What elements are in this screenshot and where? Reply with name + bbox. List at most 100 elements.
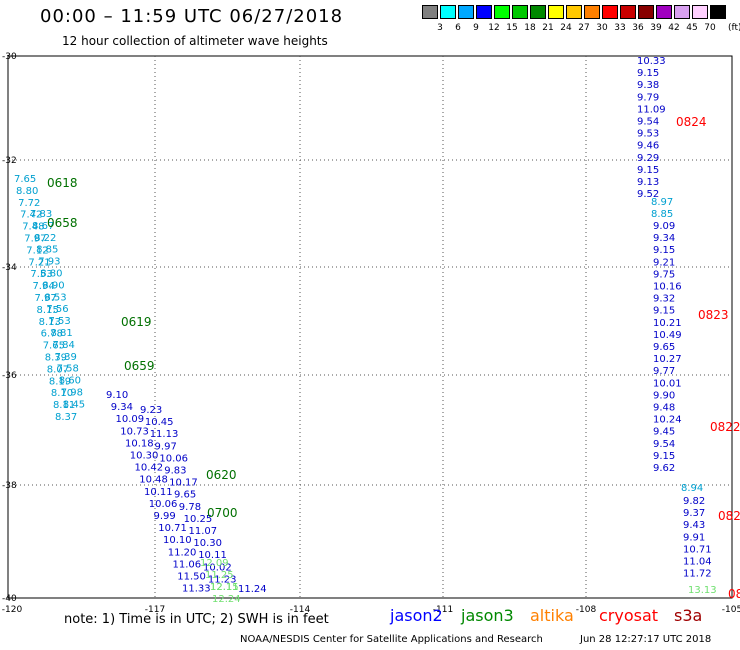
legend-swatch	[656, 5, 672, 19]
swh-value: 9.91	[683, 532, 705, 543]
pass-time-label: 0700	[207, 506, 238, 520]
swh-value: 8.81	[51, 328, 73, 339]
legend-label: 30	[596, 23, 608, 33]
lon-tick-label: -114	[290, 605, 311, 615]
swh-value: 8.37	[55, 412, 77, 423]
swh-value: 9.23	[140, 405, 162, 416]
swh-value: 8.60	[59, 376, 81, 387]
swh-value: 8.94	[681, 483, 703, 494]
swh-value: 10.09	[116, 414, 145, 425]
lat-tick-label: -32	[2, 156, 17, 166]
swh-value: 8.45	[63, 399, 85, 410]
legend-swatch	[512, 5, 528, 19]
swh-value: 9.78	[179, 502, 201, 513]
swh-value: 9.54	[653, 439, 675, 450]
legend-swatch	[692, 5, 708, 19]
swh-value: 9.10	[106, 390, 128, 401]
swh-value: 9.53	[637, 129, 659, 140]
legend-label: 24	[560, 23, 572, 33]
mission-altika: altika	[530, 606, 574, 625]
swh-value: 9.15	[653, 451, 675, 462]
swh-value: 9.46	[637, 141, 659, 152]
legend-swatch	[674, 5, 690, 19]
legend-swatch	[710, 5, 726, 19]
swh-value: 7.48	[22, 222, 44, 233]
legend-label: 70	[704, 23, 716, 33]
swh-value: 9.32	[653, 294, 675, 305]
swh-value: 8.85	[36, 245, 58, 256]
swh-value: 9.52	[637, 189, 659, 200]
swh-value: 8.07	[47, 364, 69, 375]
mission-cryosat: cryosat	[599, 606, 659, 625]
swh-value: 10.48	[139, 475, 168, 486]
legend-swatch	[458, 5, 474, 19]
lat-tick-label: -40	[2, 594, 17, 604]
swh-value: 9.43	[683, 520, 705, 531]
swh-value: 8.15	[37, 305, 59, 316]
swh-value: 9.21	[653, 257, 675, 268]
swh-value: 11.09	[637, 104, 666, 115]
lon-tick-label: -117	[145, 605, 165, 615]
swh-value: 7.83	[30, 209, 52, 220]
legend-label: 27	[578, 23, 590, 33]
swh-value: 7.12	[26, 245, 48, 256]
mission-s3a: s3a	[674, 606, 703, 625]
legend-swatch	[422, 5, 438, 19]
swh-value: 11.13	[150, 429, 179, 440]
swh-value: 10.30	[193, 538, 222, 549]
swh-value: 10.10	[163, 535, 192, 546]
swh-value: 8.80	[16, 186, 38, 197]
swh-value: 9.62	[653, 463, 675, 474]
swh-value: 7.84	[53, 340, 75, 351]
swh-value: 7.65	[43, 341, 65, 352]
legend-label: 39	[650, 23, 662, 33]
swh-value: 11.23	[208, 574, 237, 585]
swh-value: 12.09	[200, 558, 229, 569]
swh-value: 8.10	[51, 388, 73, 399]
legend-swatch	[476, 5, 492, 19]
pass-time-label: 0619	[121, 315, 152, 329]
swh-value: 11.04	[683, 557, 712, 568]
swh-value: 10.11	[144, 487, 173, 498]
swh-value: 11.72	[683, 569, 712, 580]
swh-value: 10.49	[653, 330, 682, 341]
swh-value: 10.42	[135, 463, 164, 474]
swh-value: 7.21	[28, 257, 50, 268]
swh-value: 9.97	[155, 441, 177, 452]
swh-value: 10.02	[203, 562, 232, 573]
legend-swatch	[494, 5, 510, 19]
legend-swatch	[638, 5, 654, 19]
swh-value: 9.09	[653, 221, 675, 232]
swh-value: 9.15	[637, 68, 659, 79]
swh-value: 7.39	[55, 352, 77, 363]
swh-value: 7.53	[48, 316, 70, 327]
swh-value: 9.77	[653, 366, 675, 377]
legend-label: 15	[506, 23, 518, 33]
swh-value: 9.83	[164, 466, 186, 477]
pass-time-label: 0620	[206, 468, 237, 482]
legend-label: 3	[437, 23, 443, 33]
lon-tick-label: -120	[2, 605, 23, 615]
swh-value: 7.58	[57, 364, 79, 375]
legend-label: 9	[473, 23, 479, 33]
swh-value: 10.06	[159, 453, 188, 464]
legend-label: 42	[668, 23, 680, 33]
swh-value: 8.67	[32, 221, 54, 232]
swh-value: 6.78	[41, 329, 63, 340]
map-title: 00:00 – 11:59 UTC 06/27/2018	[40, 6, 344, 27]
swh-value: 8.19	[49, 376, 71, 387]
swh-value: 10.33	[637, 56, 666, 67]
swh-value: 10.45	[145, 417, 174, 428]
swh-value: 7.94	[32, 281, 54, 292]
swh-value: 10.24	[653, 415, 682, 426]
swh-value: 11.50	[177, 572, 206, 583]
legend-label: 36	[632, 23, 644, 33]
swh-value: 13.13	[688, 585, 717, 596]
swh-value: 8.80	[40, 269, 62, 280]
legend-swatch	[440, 5, 456, 19]
legend-unit: (ft)	[728, 23, 740, 33]
swh-value: 8.53	[44, 292, 66, 303]
swh-value: 7.97	[35, 293, 57, 304]
swh-value: 8.13	[39, 317, 61, 328]
